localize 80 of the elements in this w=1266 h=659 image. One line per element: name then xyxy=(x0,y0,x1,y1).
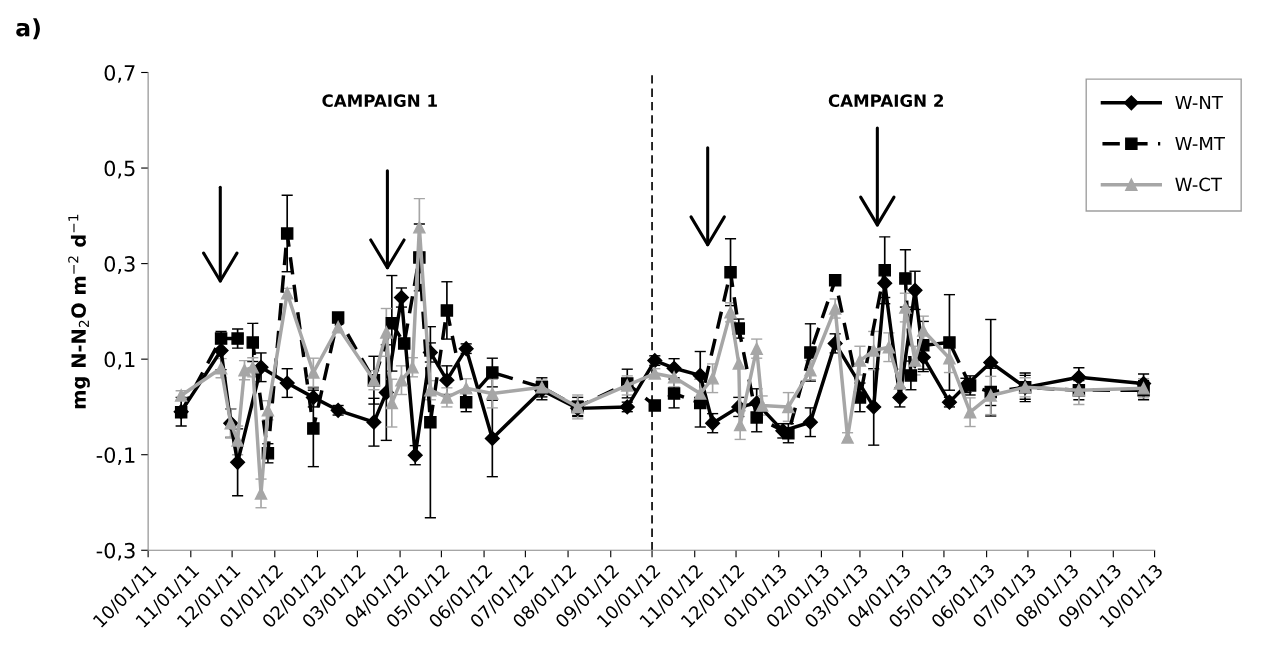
y-tick-label: 0,7 xyxy=(104,64,135,83)
point xyxy=(439,372,455,388)
point xyxy=(907,282,923,298)
point xyxy=(755,399,769,412)
point xyxy=(486,387,499,400)
point xyxy=(904,369,918,382)
point xyxy=(882,340,896,354)
point xyxy=(214,332,228,345)
point xyxy=(667,371,681,384)
point xyxy=(866,399,882,415)
point xyxy=(706,372,719,385)
point xyxy=(279,375,295,391)
point xyxy=(828,302,842,315)
point xyxy=(647,353,663,369)
point xyxy=(366,414,382,430)
point xyxy=(878,264,891,277)
point xyxy=(943,351,956,365)
y-tick-label: 0,5 xyxy=(104,160,135,179)
point xyxy=(331,311,345,324)
point xyxy=(984,389,997,402)
y-tick-label: -0,1 xyxy=(96,447,135,466)
point xyxy=(804,346,817,359)
point xyxy=(385,317,399,330)
point xyxy=(943,336,956,349)
point xyxy=(648,399,662,412)
y-tick-label: 0,3 xyxy=(104,256,135,274)
point xyxy=(440,304,454,317)
point xyxy=(750,411,763,424)
y-tick-label: 0,1 xyxy=(104,351,135,370)
point xyxy=(693,387,707,400)
point xyxy=(804,363,817,377)
point xyxy=(782,426,795,440)
point xyxy=(424,415,437,429)
point xyxy=(397,337,411,350)
point xyxy=(486,366,499,379)
point xyxy=(331,320,345,334)
point xyxy=(484,430,500,447)
point xyxy=(750,342,763,355)
point xyxy=(853,354,867,367)
point xyxy=(983,354,999,371)
point xyxy=(413,221,426,234)
point xyxy=(246,336,260,349)
point xyxy=(692,367,708,383)
y-tick-label: -0,3 xyxy=(96,542,135,561)
point xyxy=(917,324,930,337)
point xyxy=(261,404,275,417)
point xyxy=(231,332,244,345)
point xyxy=(732,357,746,370)
point xyxy=(440,391,454,404)
point xyxy=(214,361,228,375)
point xyxy=(395,373,408,387)
point xyxy=(246,361,260,374)
annotation: CAMPAIGN 2 xyxy=(828,94,944,107)
point xyxy=(459,395,473,409)
legend-label: W-CT xyxy=(1175,177,1223,192)
point xyxy=(280,286,294,300)
point xyxy=(667,387,681,400)
point xyxy=(941,394,958,410)
point xyxy=(782,400,795,414)
point xyxy=(867,344,880,357)
point xyxy=(280,227,294,240)
annotation: CAMPAIGN 1 xyxy=(322,94,437,107)
point xyxy=(648,367,662,380)
point xyxy=(828,274,842,287)
point xyxy=(724,306,737,319)
point xyxy=(174,405,188,419)
point xyxy=(899,272,912,285)
point xyxy=(459,382,473,395)
point xyxy=(963,405,977,419)
legend-label: W-NT xyxy=(1175,95,1223,110)
point xyxy=(380,326,393,339)
point xyxy=(307,422,320,435)
point xyxy=(619,399,635,415)
point xyxy=(213,342,229,359)
y-axis-title: mg N-N$_{2}$O m$^{−2}$ d$^{−1}$ xyxy=(68,214,90,409)
legend-label: W-MT xyxy=(1175,136,1225,151)
point xyxy=(724,265,737,279)
text: a) xyxy=(16,18,40,40)
point xyxy=(458,341,474,357)
point xyxy=(802,414,818,430)
